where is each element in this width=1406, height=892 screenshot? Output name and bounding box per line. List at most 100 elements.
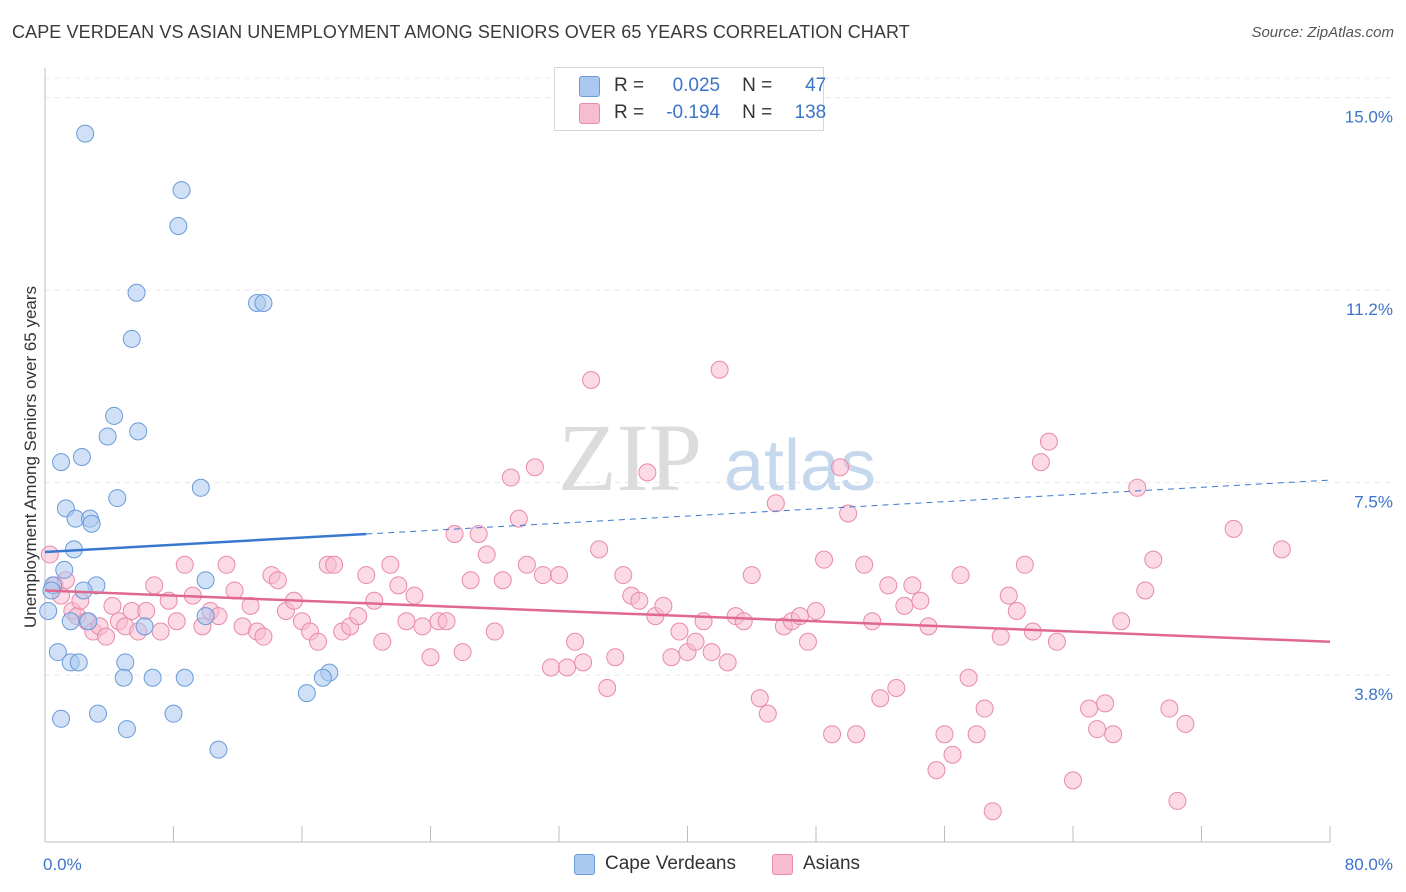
asian-point (983, 802, 1002, 821)
watermark: ZIP atlas (558, 404, 876, 511)
asian-point (1007, 602, 1026, 620)
n-value: 47 (805, 75, 827, 96)
asian-point (863, 612, 882, 631)
asian-point (241, 596, 260, 615)
asian-point (887, 679, 906, 697)
asian-point (1088, 720, 1107, 739)
asian-point (268, 571, 287, 590)
cape-verdean-point (89, 704, 108, 723)
asian-point (225, 581, 244, 600)
asian-point (1015, 555, 1034, 574)
asian-point (734, 612, 753, 631)
asian-point (1047, 632, 1066, 651)
watermark-atlas: atlas (724, 426, 876, 506)
asian-point (365, 591, 384, 610)
cape-verdean-point (196, 607, 215, 626)
legend-asians[interactable]: Asians (772, 852, 860, 876)
x-tick-label: 0.0% (43, 855, 82, 874)
asian-point (855, 555, 874, 574)
asian-point (742, 566, 761, 585)
y-tick-label: 3.8% (1354, 685, 1393, 704)
asian-point (413, 617, 432, 636)
asian-point (959, 668, 978, 687)
asian-point (1128, 478, 1147, 497)
asian-point (405, 586, 424, 605)
asian-point (533, 566, 552, 585)
asian-point (453, 643, 472, 662)
cape-verdean-point (72, 448, 91, 466)
asian-point (606, 648, 625, 667)
asian-point (574, 653, 593, 672)
cape-verdean-point (191, 478, 210, 497)
chart-title: CAPE VERDEAN VS ASIAN UNEMPLOYMENT AMONG… (12, 22, 910, 42)
asian-point (137, 602, 156, 620)
asian-point (437, 612, 456, 631)
watermark-zip: ZIP (558, 404, 702, 511)
asian-point (951, 566, 970, 585)
asian-point (758, 704, 777, 723)
legend-row-asians: R = -0.194 N = 138 (579, 100, 826, 126)
cape-verdean-point (114, 668, 133, 687)
asian-trend-line (44, 589, 1331, 644)
trend-lines (44, 479, 1331, 644)
asian-point (493, 571, 512, 590)
cape-verdean-point (55, 560, 74, 579)
r-label: R = (614, 102, 645, 123)
asian-point (103, 596, 122, 615)
asian-point (614, 566, 633, 585)
y-tick-label: 7.5% (1354, 493, 1393, 512)
cape-verdean-point (127, 283, 146, 302)
asian-point (1144, 550, 1163, 569)
asian-point (590, 540, 609, 559)
cape-verdean-point (129, 422, 148, 441)
r-value: 0.025 (672, 75, 721, 96)
r-value: -0.194 (666, 102, 721, 123)
asian-point (145, 576, 164, 595)
asian-point (798, 632, 817, 651)
asian-point (1096, 694, 1115, 713)
cape-verdean-point (313, 668, 332, 687)
asian-point (1064, 771, 1082, 790)
asian-point (871, 689, 890, 708)
asian-point (1039, 432, 1058, 451)
asian-point (1136, 581, 1155, 600)
asian-point (879, 576, 898, 595)
asian-point (151, 622, 170, 641)
legend-cape-verdeans[interactable]: Cape Verdeans (574, 852, 736, 876)
asian-point (558, 658, 577, 677)
asian-point (911, 591, 930, 610)
cape-verdeans-swatch (574, 853, 595, 875)
asian-point (381, 555, 400, 574)
cape-verdean-point (52, 709, 71, 728)
asian-point (823, 725, 842, 744)
asian-point (638, 463, 657, 482)
asian-point (686, 632, 705, 651)
asian-point (1224, 519, 1243, 538)
cape-verdean-point (39, 602, 58, 620)
y-axis-label: Unemployment Among Seniors over 65 years (21, 286, 40, 628)
asian-point (847, 725, 866, 744)
asian-point (501, 468, 520, 487)
asian-point (509, 509, 528, 528)
asian-point (566, 632, 585, 651)
cape-verdean-point (175, 668, 194, 687)
cape-verdean-point (196, 571, 215, 590)
cape-verdeans-swatch (579, 75, 600, 97)
cape-verdean-point (79, 612, 98, 631)
cape-verdean-point (135, 617, 154, 636)
asian-point (598, 679, 617, 697)
asian-point (710, 360, 729, 379)
asian-point (175, 555, 194, 574)
asian-point (445, 525, 464, 543)
asian-point (97, 627, 116, 646)
asian-point (309, 632, 328, 651)
r-label: R = (614, 75, 645, 96)
asian-point (461, 571, 480, 590)
asian-point (397, 612, 416, 631)
asian-point (349, 607, 368, 626)
asian-point (469, 525, 488, 543)
asian-point (807, 602, 825, 620)
asian-point (975, 699, 994, 718)
asian-point (999, 586, 1018, 605)
